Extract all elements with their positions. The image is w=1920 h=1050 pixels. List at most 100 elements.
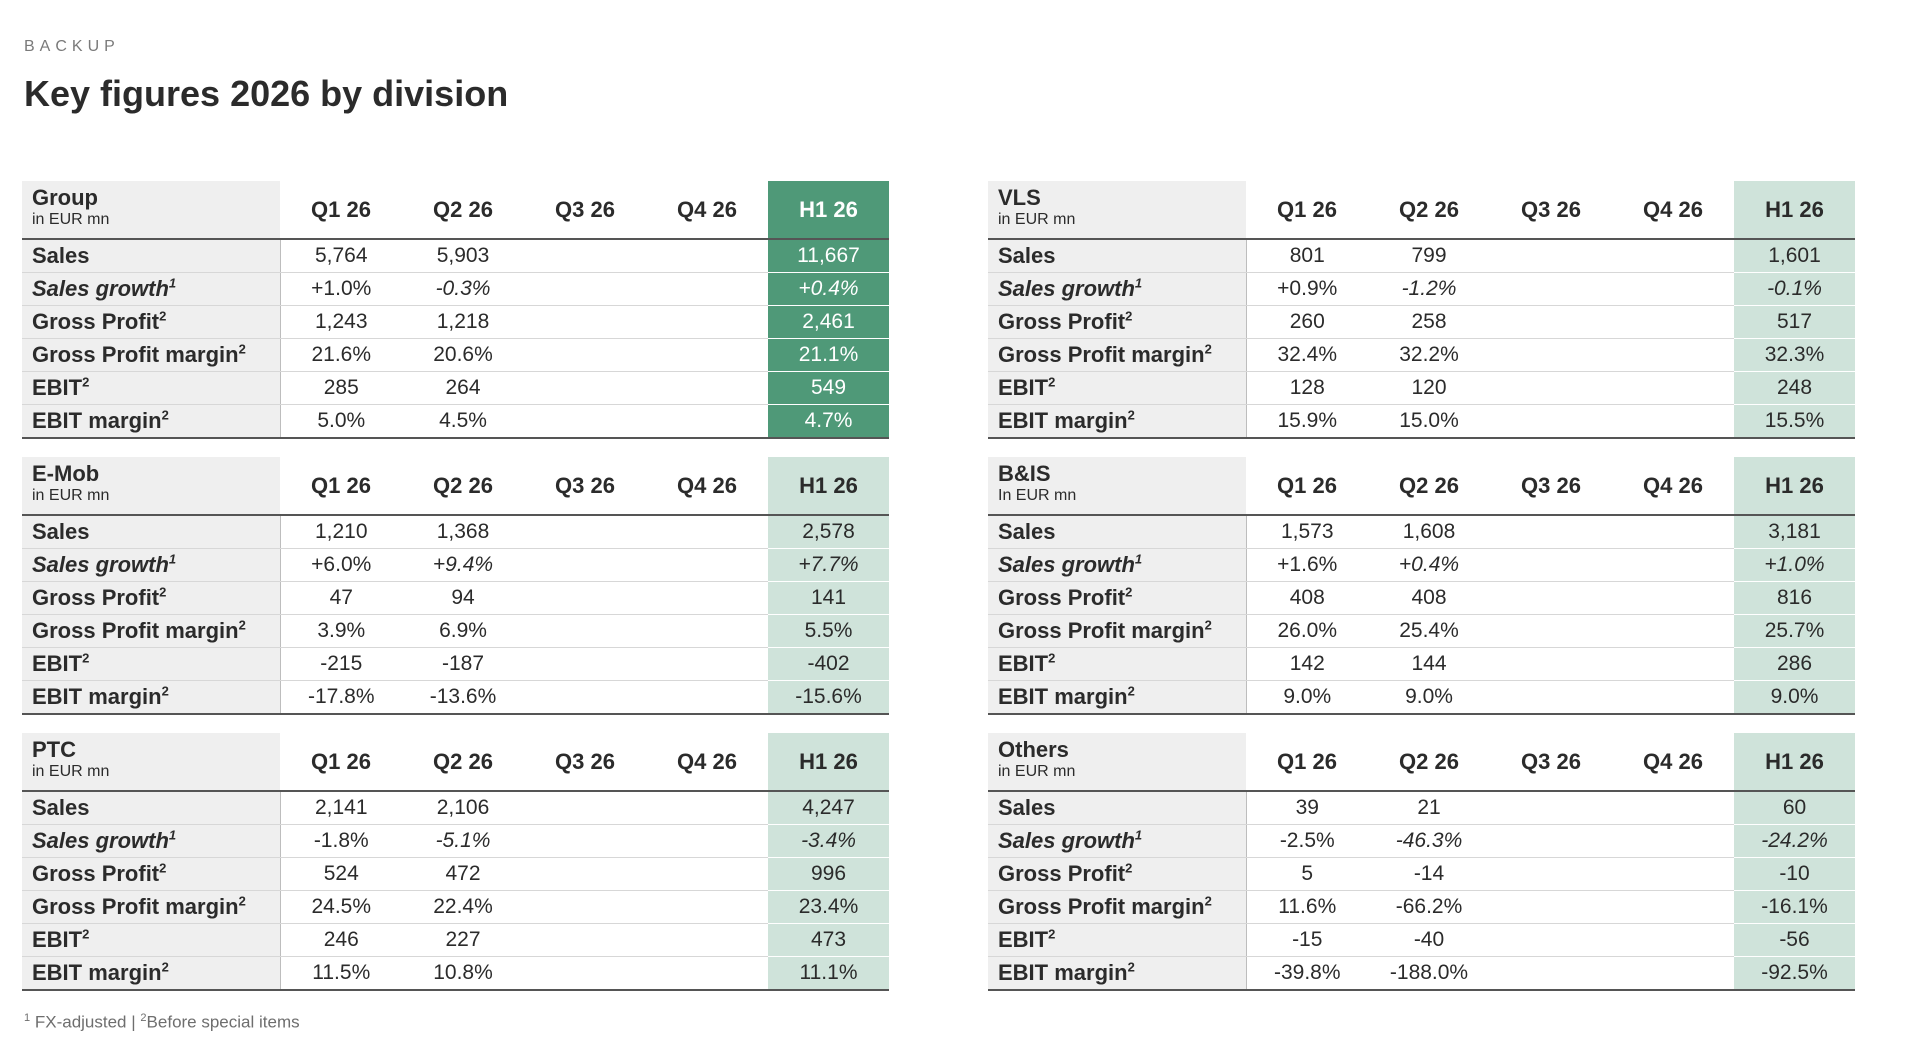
data-cell	[646, 680, 768, 715]
table-row: EBIT2 -15 -40 -56	[988, 923, 1855, 957]
row-label: Gross Profit2	[988, 305, 1247, 339]
data-cell	[1612, 548, 1734, 582]
division-header: Others in EUR mn	[988, 733, 1246, 792]
data-cell	[524, 338, 646, 372]
data-cell	[1490, 614, 1612, 648]
data-cell: 11.1%	[768, 956, 889, 991]
data-cell: +0.4%	[1368, 548, 1490, 582]
data-cell: 39	[1246, 791, 1368, 825]
header-row: VLS in EUR mn Q1 26 Q2 26 Q3 26 Q4 26 H1 26	[988, 181, 1855, 240]
row-label-text: EBIT	[32, 651, 83, 676]
data-cell	[1612, 515, 1734, 549]
data-cell	[524, 371, 646, 405]
table-row: EBIT margin2 11.5% 10.8% 11.1%	[22, 956, 889, 991]
data-cell: -40	[1368, 923, 1490, 957]
footnote-marker: 2	[238, 893, 246, 909]
column-header: H1 26	[768, 457, 889, 516]
column-header: Q3 26	[524, 181, 646, 240]
column-header: Q2 26	[402, 457, 524, 516]
row-label: Gross Profit margin2	[22, 890, 281, 924]
data-cell: 94	[402, 581, 524, 615]
data-cell: 24.5%	[280, 890, 402, 924]
column-header: Q1 26	[280, 457, 402, 516]
division-header: E-Mob in EUR mn	[22, 457, 280, 516]
table-row: Gross Profit2 408 408 816	[988, 581, 1855, 615]
data-cell: -3.4%	[768, 824, 889, 858]
data-cell: -0.1%	[1734, 272, 1855, 306]
data-cell: 286	[1734, 647, 1855, 681]
column-header: Q2 26	[1368, 733, 1490, 792]
row-label-text: Sales growth	[998, 828, 1135, 853]
data-cell: 9.0%	[1734, 680, 1855, 715]
row-label: Sales growth1	[988, 824, 1247, 858]
row-label-text: Gross Profit margin	[998, 618, 1205, 643]
data-cell: -0.3%	[402, 272, 524, 306]
table-row: Sales 39 21 60	[988, 791, 1855, 825]
data-cell: 4.5%	[402, 404, 524, 439]
row-label-text: EBIT margin	[32, 960, 162, 985]
data-cell: 248	[1734, 371, 1855, 405]
division-header: PTC in EUR mn	[22, 733, 280, 792]
data-cell: 22.4%	[402, 890, 524, 924]
row-label: EBIT margin2	[22, 956, 281, 991]
division-name: E-Mob	[32, 461, 100, 486]
data-cell	[1490, 305, 1612, 339]
data-cell: 25.7%	[1734, 614, 1855, 648]
row-label: Gross Profit margin2	[988, 614, 1247, 648]
table-row: EBIT2 142 144 286	[988, 647, 1855, 681]
data-cell: 32.2%	[1368, 338, 1490, 372]
data-cell: +7.7%	[768, 548, 889, 582]
row-label: Gross Profit margin2	[988, 338, 1247, 372]
table-row: EBIT margin2 15.9% 15.0% 15.5%	[988, 404, 1855, 439]
column-header: Q4 26	[1612, 733, 1734, 792]
row-label: Sales	[22, 515, 281, 549]
data-cell: 9.0%	[1246, 680, 1368, 715]
footnote-marker: 1	[1134, 827, 1143, 843]
column-header: Q1 26	[1246, 181, 1368, 240]
row-label: Sales growth1	[988, 272, 1247, 306]
data-cell: 120	[1368, 371, 1490, 405]
row-label-text: Gross Profit margin	[32, 618, 239, 643]
data-cell: -46.3%	[1368, 824, 1490, 858]
row-label: EBIT margin2	[988, 404, 1247, 439]
data-cell	[646, 305, 768, 339]
data-cell: +0.4%	[768, 272, 889, 306]
data-cell	[524, 923, 646, 957]
data-cell: 801	[1246, 239, 1368, 273]
footnote-marker: 2	[238, 617, 246, 633]
data-cell	[646, 371, 768, 405]
row-label-text: Sales growth	[32, 276, 169, 301]
data-cell: -5.1%	[402, 824, 524, 858]
data-cell: -92.5%	[1734, 956, 1855, 991]
footnote-marker: 2	[1127, 683, 1135, 699]
footnote-marker: 2	[159, 584, 167, 600]
data-cell: 4.7%	[768, 404, 889, 439]
row-label-text: Sales growth	[32, 828, 169, 853]
data-cell: 246	[280, 923, 402, 957]
data-cell: -24.2%	[1734, 824, 1855, 858]
footnote-marker: 1	[168, 827, 177, 843]
data-cell: 1,243	[280, 305, 402, 339]
column-header: H1 26	[1734, 181, 1855, 240]
data-cell: 799	[1368, 239, 1490, 273]
table-row: EBIT2 -215 -187 -402	[22, 647, 889, 681]
data-cell: -16.1%	[1734, 890, 1855, 924]
column-header: Q1 26	[1246, 457, 1368, 516]
data-cell	[1612, 857, 1734, 891]
data-cell: +0.9%	[1246, 272, 1368, 306]
data-cell: 3.9%	[280, 614, 402, 648]
table-bis: B&IS In EUR mn Q1 26 Q2 26 Q3 26 Q4 26 H1 26 Sa…	[988, 457, 1855, 715]
footnote-marker: 2	[159, 860, 167, 876]
table-row: Gross Profit margin2 11.6% -66.2% -16.1%	[988, 890, 1855, 924]
column-header: Q2 26	[1368, 457, 1490, 516]
data-cell	[646, 272, 768, 306]
row-label-text: EBIT	[998, 375, 1049, 400]
data-cell	[1612, 371, 1734, 405]
data-cell: -187	[402, 647, 524, 681]
table-row: Sales growth1 -2.5% -46.3% -24.2%	[988, 824, 1855, 858]
data-cell	[524, 272, 646, 306]
data-cell	[1490, 890, 1612, 924]
data-cell	[1612, 824, 1734, 858]
data-cell: 11.6%	[1246, 890, 1368, 924]
row-label-text: Sales growth	[32, 552, 169, 577]
